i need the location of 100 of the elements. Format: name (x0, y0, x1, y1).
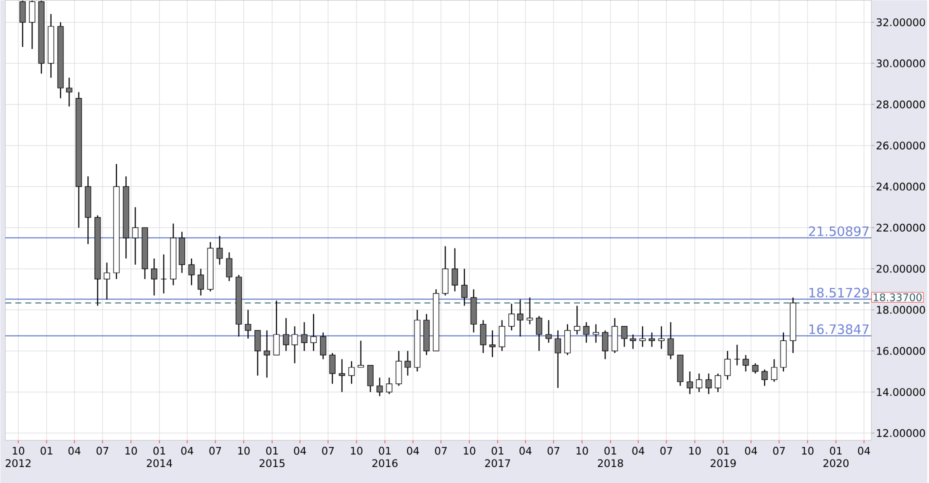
x-tick-label: 10 (350, 446, 362, 455)
x-tick-label: 10 2012 (6, 446, 31, 468)
candlestick (564, 324, 571, 356)
x-tick-label: 04 (68, 446, 80, 455)
candlestick (489, 330, 496, 358)
ref-line-label: 21.50897 (808, 226, 869, 236)
candlestick (329, 352, 336, 384)
candlestick (734, 344, 740, 366)
x-tick-label: 07 (548, 446, 560, 455)
x-tick-label: 04 (632, 446, 644, 455)
candlestick (198, 268, 204, 296)
candlestick (592, 324, 600, 344)
candlestick (292, 326, 298, 364)
candlestick (639, 326, 646, 348)
candlestick (686, 370, 693, 395)
candlestick (282, 317, 290, 352)
candlestick (498, 319, 506, 352)
x-tick-label: 07 (773, 446, 785, 455)
x-tick-label: 01 2020 (823, 446, 849, 468)
candlestick (310, 313, 317, 352)
x-tick-label: 04 (745, 446, 758, 455)
y-tick-label: 14.00000 (877, 388, 925, 396)
candlestick (376, 377, 383, 397)
x-tick-label: 10 (464, 446, 476, 455)
candlestick (554, 330, 562, 388)
candlestick (386, 377, 392, 395)
x-tick-label: 04 (520, 446, 532, 455)
y-tick-label: 18.00000 (877, 306, 925, 314)
x-tick-label: 04 (858, 446, 870, 455)
ref-line-label: 18.51729 (809, 288, 869, 298)
y-tick-label: 24.00000 (876, 182, 925, 190)
y-tick-label: 22.00000 (876, 224, 925, 232)
x-tick-label: 07 (660, 446, 672, 455)
y-tick-label: 20.00000 (876, 264, 925, 273)
candlestick (714, 372, 722, 392)
candlestick (226, 252, 232, 282)
candlestick (396, 350, 402, 386)
x-tick-label: 01 2014 (146, 446, 172, 468)
x-tick-label: 04 (181, 446, 194, 455)
candlestick (480, 319, 486, 354)
candlestick (338, 358, 346, 392)
candlestick (602, 330, 608, 360)
candlestick (574, 305, 580, 335)
ref-line-label: 16.73847 (809, 324, 869, 334)
y-tick-label: 28.00000 (876, 100, 925, 108)
candlestick (508, 303, 515, 331)
candlestick (358, 340, 364, 368)
candlestick (724, 350, 731, 380)
x-tick-label: 07 (96, 446, 108, 455)
x-tick-label: 07 (209, 446, 222, 455)
x-tick-label: 01 2016 (372, 446, 398, 468)
candlestick (254, 330, 261, 376)
candlestick (19, 0, 26, 48)
candlestick (301, 322, 308, 352)
candlestick (132, 206, 138, 266)
y-tick-label: 30.00000 (876, 59, 925, 68)
y-tick-label: 32.00000 (876, 18, 925, 26)
candlestick (761, 368, 768, 386)
candlestick (526, 296, 533, 325)
candlestick (630, 334, 636, 350)
candlestick (264, 330, 270, 378)
x-tick-label: 10 (689, 446, 701, 455)
candlestick (151, 258, 158, 296)
y-tick-label: 26.00000 (876, 141, 925, 150)
candlestick (273, 300, 280, 356)
x-tick-label: 10 (576, 446, 588, 455)
candlestick (658, 326, 665, 350)
candlestick (348, 360, 355, 384)
candlestick (320, 332, 326, 360)
candlestick (367, 364, 374, 392)
ref-line-label: 18.33700 (874, 293, 922, 302)
candlestick (648, 332, 655, 348)
candlestick (668, 322, 674, 360)
candlestick (546, 319, 552, 344)
y-tick-label: 16.00000 (877, 346, 925, 355)
candlestick (696, 372, 702, 392)
candlestick (517, 298, 524, 338)
candlestick (752, 362, 758, 374)
candlestick (66, 77, 72, 107)
candlestick (583, 322, 590, 344)
candlestick (742, 354, 749, 372)
candlestick (461, 268, 468, 306)
x-tick-label: 04 (294, 446, 306, 455)
candlestick (621, 326, 628, 348)
candlestick (404, 350, 411, 376)
x-tick-label: 01 2015 (260, 446, 285, 468)
candlestick (188, 258, 195, 286)
candlestick (216, 235, 223, 266)
candlestick (104, 262, 110, 300)
candlestick (706, 372, 712, 395)
x-tick-label: 01 2019 (710, 446, 736, 468)
candlestick (771, 358, 778, 382)
x-tick-label: 01 2018 (598, 446, 623, 468)
x-tick-label: 07 (435, 446, 447, 455)
x-tick-label: 10 (125, 446, 137, 455)
x-tick-label: 01 (40, 446, 52, 455)
candlestick (536, 315, 542, 352)
x-tick-label: 10 (238, 446, 250, 455)
x-tick-label: 04 (406, 446, 419, 455)
candlestick (452, 248, 458, 292)
